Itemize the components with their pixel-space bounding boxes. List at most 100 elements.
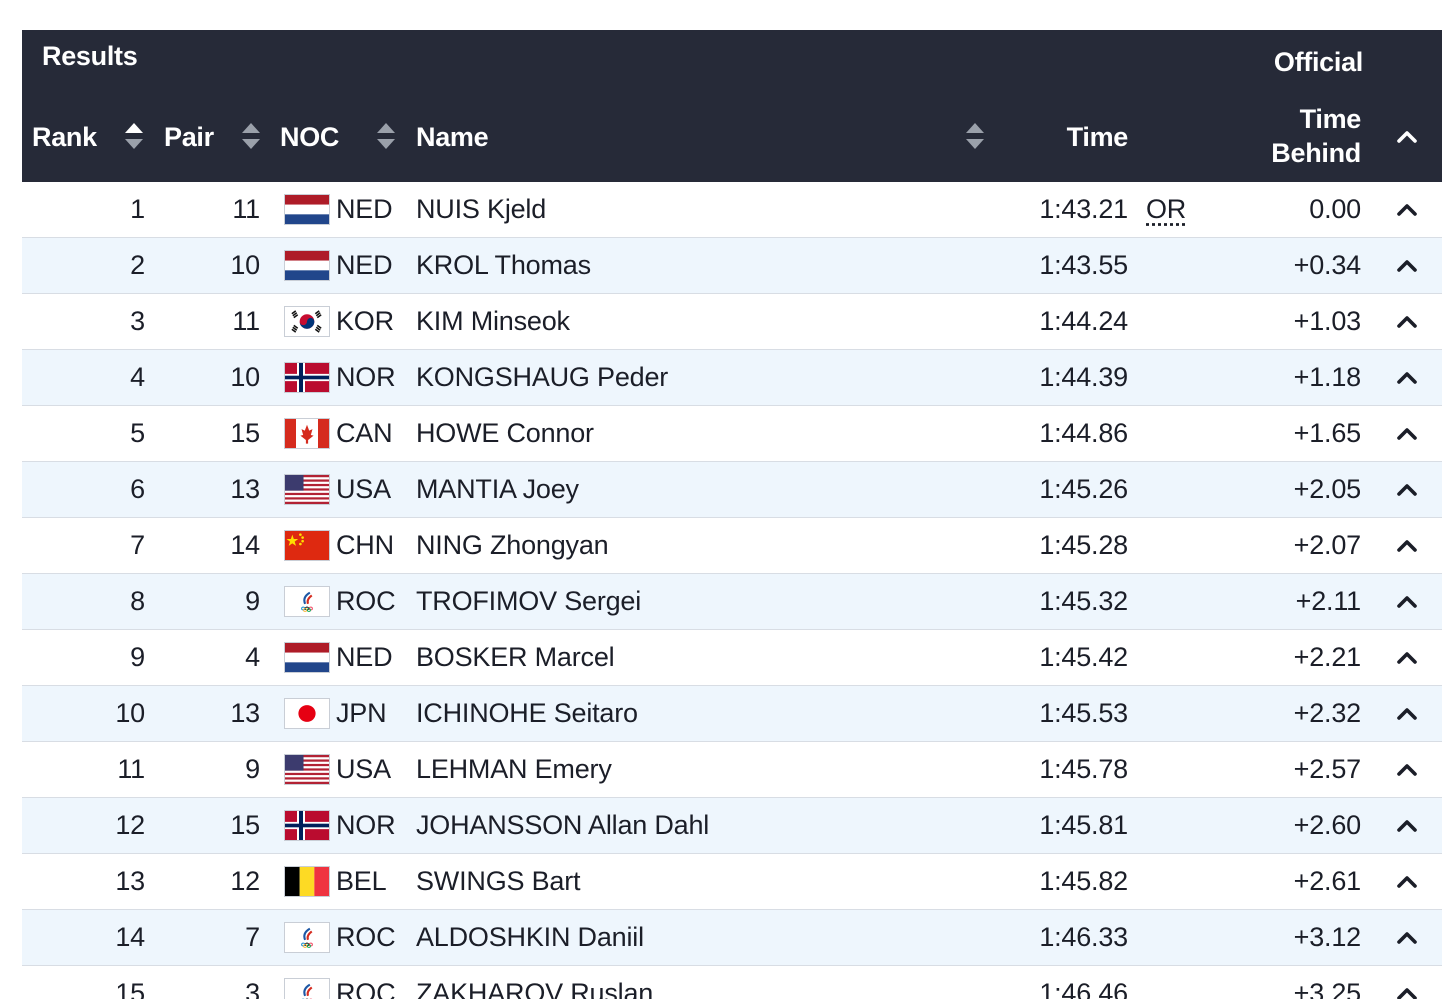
table-row[interactable]: 5 15 CAN HOWE Connor 1:44.86 +1.65 bbox=[22, 406, 1442, 462]
table-body: 1 11 NED NUIS Kjeld 1:43.21 OR 0.00 2 10 NED KROL … bbox=[22, 182, 1442, 999]
athlete-name[interactable]: MANTIA Joey bbox=[416, 474, 579, 504]
rank-cell: 5 bbox=[130, 418, 145, 448]
pair-cell: 15 bbox=[230, 810, 260, 840]
rank-cell: 15 bbox=[115, 978, 145, 999]
athlete-name[interactable]: ZAKHAROV Ruslan bbox=[416, 978, 654, 999]
nor-flag-icon bbox=[284, 362, 330, 393]
pair-cell: 7 bbox=[245, 922, 260, 952]
athlete-name[interactable]: KONGSHAUG Peder bbox=[416, 362, 669, 392]
table-row[interactable]: 10 13 JPN ICHINOHE Seitaro 1:45.53 +2.32 bbox=[22, 686, 1442, 742]
athlete-name[interactable]: JOHANSSON Allan Dahl bbox=[416, 810, 710, 840]
athlete-name[interactable]: ICHINOHE Seitaro bbox=[416, 698, 638, 728]
time-behind-cell: +1.03 bbox=[1293, 306, 1362, 336]
noc-cell: KOR bbox=[336, 306, 394, 336]
table-row[interactable]: 9 4 NED BOSKER Marcel 1:45.42 +2.21 bbox=[22, 630, 1442, 686]
expand-row-chevron-up-icon[interactable] bbox=[1396, 423, 1418, 445]
table-row[interactable]: 8 9 ROC TROFIMOV Sergei 1:45.32 +2.11 bbox=[22, 574, 1442, 630]
column-header-time-behind-line1: Time bbox=[1299, 104, 1362, 134]
rank-cell: 1 bbox=[130, 194, 145, 224]
sort-rank-icon[interactable] bbox=[124, 122, 144, 150]
table-row[interactable]: 14 7 ROC ALDOSHKIN Daniil 1:46.33 +3.12 bbox=[22, 910, 1442, 966]
time-cell: 1:44.39 bbox=[1039, 362, 1128, 392]
time-cell: 1:45.53 bbox=[1039, 698, 1128, 728]
pair-cell: 13 bbox=[230, 698, 260, 728]
pair-cell: 10 bbox=[230, 362, 260, 392]
column-header-time-behind-line2: Behind bbox=[1271, 138, 1361, 168]
expand-row-chevron-up-icon[interactable] bbox=[1396, 199, 1418, 221]
noc-cell: NED bbox=[336, 194, 393, 224]
time-cell: 1:43.21 bbox=[1039, 194, 1128, 224]
table-row[interactable]: 1 11 NED NUIS Kjeld 1:43.21 OR 0.00 bbox=[22, 182, 1442, 238]
olympic-record-badge[interactable]: OR bbox=[1146, 194, 1187, 224]
pair-cell: 13 bbox=[230, 474, 260, 504]
column-header-noc[interactable]: NOC bbox=[280, 122, 340, 152]
time-cell: 1:45.28 bbox=[1039, 530, 1128, 560]
athlete-name[interactable]: KROL Thomas bbox=[416, 250, 591, 280]
usa-flag-icon bbox=[284, 474, 330, 505]
jpn-flag-icon bbox=[284, 698, 330, 729]
expand-row-chevron-up-icon[interactable] bbox=[1396, 703, 1418, 725]
noc-cell: NED bbox=[336, 642, 393, 672]
time-cell: 1:45.26 bbox=[1039, 474, 1128, 504]
rank-cell: 6 bbox=[130, 474, 145, 504]
expand-row-chevron-up-icon[interactable] bbox=[1396, 815, 1418, 837]
table-row[interactable]: 2 10 NED KROL Thomas 1:43.55 +0.34 bbox=[22, 238, 1442, 294]
chn-flag-icon bbox=[284, 530, 330, 561]
sort-name-icon[interactable] bbox=[965, 122, 985, 150]
expand-row-chevron-up-icon[interactable] bbox=[1396, 535, 1418, 557]
pair-cell: 9 bbox=[245, 754, 260, 784]
results-table: Results Official Rank Pair NOC Name Time… bbox=[22, 30, 1442, 999]
rank-cell: 2 bbox=[130, 250, 145, 280]
expand-row-chevron-up-icon[interactable] bbox=[1396, 479, 1418, 501]
sort-noc-icon[interactable] bbox=[376, 122, 396, 150]
athlete-name[interactable]: LEHMAN Emery bbox=[416, 754, 612, 784]
expand-row-chevron-up-icon[interactable] bbox=[1396, 927, 1418, 949]
athlete-name[interactable]: BOSKER Marcel bbox=[416, 642, 615, 672]
athlete-name[interactable]: HOWE Connor bbox=[416, 418, 594, 448]
rank-cell: 3 bbox=[130, 306, 145, 336]
time-cell: 1:45.42 bbox=[1039, 642, 1128, 672]
athlete-name[interactable]: NING Zhongyan bbox=[416, 530, 609, 560]
athlete-name[interactable]: SWINGS Bart bbox=[416, 866, 581, 896]
table-row[interactable]: 3 11 KOR KIM Minseok 1:44.24 +1.03 bbox=[22, 294, 1442, 350]
athlete-name[interactable]: KIM Minseok bbox=[416, 306, 570, 336]
noc-cell: ROC bbox=[336, 586, 396, 616]
table-row[interactable]: 15 3 ROC ZAKHAROV Ruslan 1:46.46 +3.25 bbox=[22, 966, 1442, 999]
noc-cell: NOR bbox=[336, 362, 396, 392]
athlete-name[interactable]: ALDOSHKIN Daniil bbox=[416, 922, 644, 952]
pair-cell: 14 bbox=[230, 530, 260, 560]
expand-row-chevron-up-icon[interactable] bbox=[1396, 983, 1418, 999]
table-row[interactable]: 12 15 NOR JOHANSSON Allan Dahl 1:45.81 +2.60 bbox=[22, 798, 1442, 854]
time-cell: 1:45.81 bbox=[1039, 810, 1128, 840]
table-row[interactable]: 4 10 NOR KONGSHAUG Peder 1:44.39 +1.18 bbox=[22, 350, 1442, 406]
time-behind-cell: +2.11 bbox=[1295, 586, 1362, 616]
column-header-pair[interactable]: Pair bbox=[164, 122, 214, 152]
expand-row-chevron-up-icon[interactable] bbox=[1396, 647, 1418, 669]
column-header-name[interactable]: Name bbox=[416, 122, 489, 152]
athlete-name[interactable]: NUIS Kjeld bbox=[416, 194, 547, 224]
sort-pair-icon[interactable] bbox=[241, 122, 261, 150]
pair-cell: 15 bbox=[230, 418, 260, 448]
rank-cell: 9 bbox=[130, 642, 145, 672]
table-row[interactable]: 13 12 BEL SWINGS Bart 1:45.82 +2.61 bbox=[22, 854, 1442, 910]
table-row[interactable]: 11 9 USA LEHMAN Emery 1:45.78 +2.57 bbox=[22, 742, 1442, 798]
expand-row-chevron-up-icon[interactable] bbox=[1396, 591, 1418, 613]
time-cell: 1:45.82 bbox=[1039, 866, 1128, 896]
expand-row-chevron-up-icon[interactable] bbox=[1396, 255, 1418, 277]
expand-row-chevron-up-icon[interactable] bbox=[1396, 871, 1418, 893]
athlete-name[interactable]: TROFIMOV Sergei bbox=[416, 586, 642, 616]
table-row[interactable]: 6 13 USA MANTIA Joey 1:45.26 +2.05 bbox=[22, 462, 1442, 518]
expand-row-chevron-up-icon[interactable] bbox=[1396, 759, 1418, 781]
expand-row-chevron-up-icon[interactable] bbox=[1396, 311, 1418, 333]
noc-cell: NOR bbox=[336, 810, 396, 840]
expand-row-chevron-up-icon[interactable] bbox=[1396, 367, 1418, 389]
roc-flag-icon bbox=[284, 978, 330, 999]
noc-cell: CAN bbox=[336, 418, 393, 448]
collapse-all-chevron-up-icon[interactable] bbox=[1396, 126, 1418, 148]
table-header: Results Official Rank Pair NOC Name Time… bbox=[22, 30, 1442, 182]
column-header-rank[interactable]: Rank bbox=[32, 122, 97, 152]
time-behind-cell: +1.18 bbox=[1293, 362, 1362, 392]
rank-cell: 10 bbox=[115, 698, 145, 728]
table-row[interactable]: 7 14 CHN NING Zhongyan 1:45.28 +2.07 bbox=[22, 518, 1442, 574]
rank-cell: 11 bbox=[117, 754, 145, 784]
